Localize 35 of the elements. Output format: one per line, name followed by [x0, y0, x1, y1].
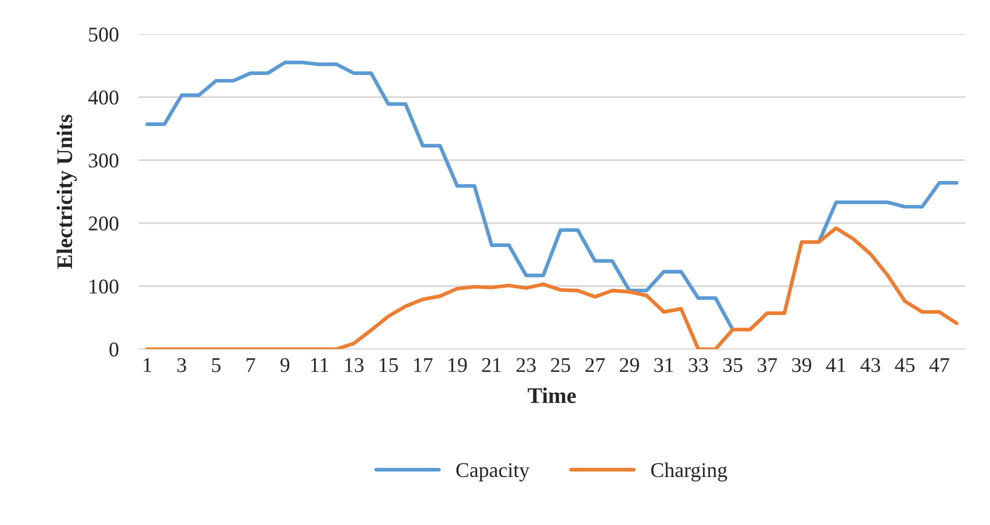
x-tick-label: 31	[654, 358, 674, 372]
x-tick-label: 3	[177, 358, 186, 372]
x-axis-title: Time	[528, 387, 576, 404]
x-tick-label: 35	[723, 358, 742, 372]
x-tick-label: 19	[448, 358, 467, 372]
legend-label: Capacity	[456, 463, 530, 482]
y-tick-label: 300	[88, 154, 118, 168]
x-tick-label: 13	[345, 358, 364, 372]
y-axis-title: Electricity Units	[56, 114, 77, 269]
y-tick-label: 100	[90, 280, 118, 294]
x-tick-label: 27	[585, 358, 605, 372]
x-tick-label: 47	[929, 358, 950, 372]
x-tick-label: 43	[860, 358, 880, 372]
x-tick-label: 29	[620, 358, 639, 372]
y-tick-label: 200	[88, 216, 118, 231]
x-tick-label: 1	[144, 358, 152, 372]
x-tick-label: 15	[380, 358, 398, 372]
x-tick-label: 45	[894, 358, 915, 372]
x-tick-label: 23	[516, 358, 536, 372]
x-tick-label: 17	[414, 358, 433, 372]
x-tick-label: 5	[212, 358, 220, 372]
y-tick-label: 500	[89, 28, 118, 42]
legend-label: Charging	[651, 462, 728, 482]
x-tick-label: 33	[688, 358, 708, 372]
line-series	[145, 226, 958, 350]
x-tick-label: 25	[551, 358, 570, 372]
y-tick-label: 0	[110, 342, 118, 357]
x-tick-label: 39	[792, 358, 812, 372]
x-tick-label: 37	[758, 358, 778, 372]
x-tick-label: 41	[826, 358, 846, 372]
x-tick-label: 7	[246, 358, 256, 372]
y-tick-label: 400	[88, 90, 118, 105]
x-tick-label: 21	[482, 358, 501, 372]
x-tick-label: 9	[280, 358, 290, 372]
x-tick-label: 11	[311, 358, 328, 372]
